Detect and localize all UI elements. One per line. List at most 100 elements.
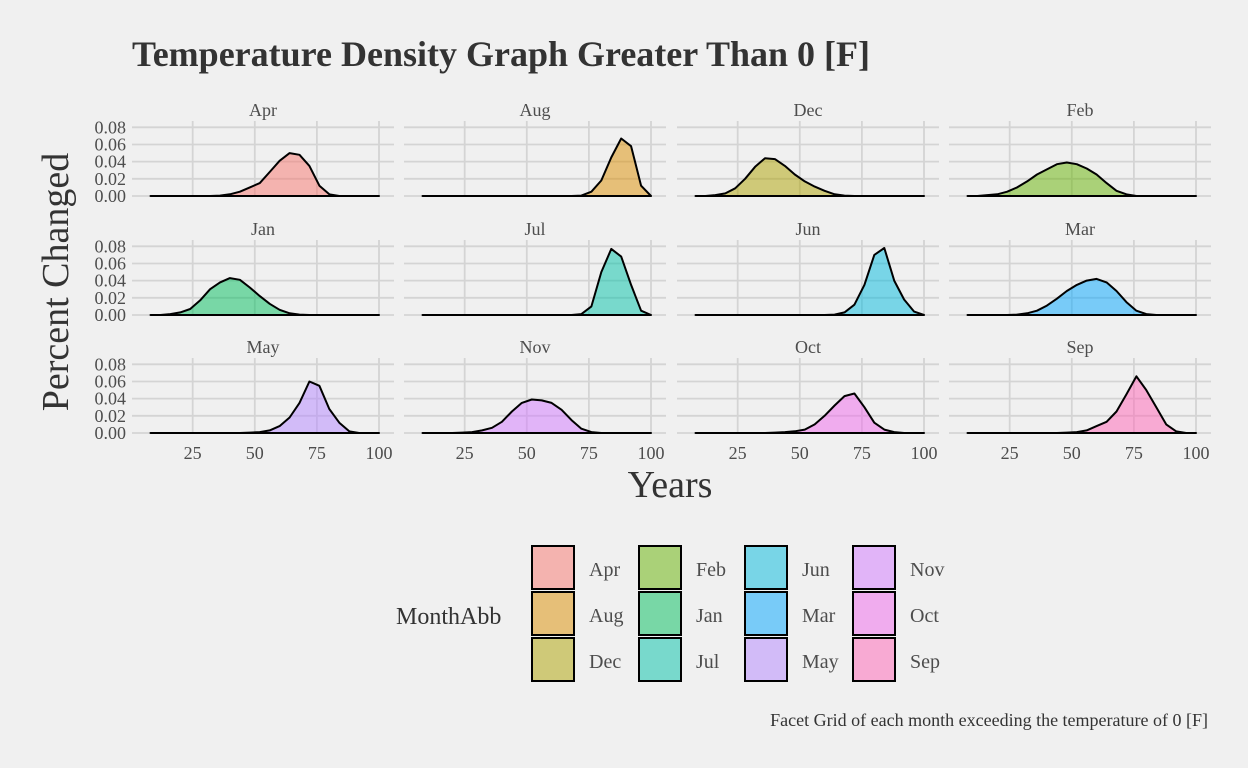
density-area-nov (421, 398, 652, 434)
y-tick-label: 0.06 (95, 134, 127, 154)
facet-panel-sep: Sep (949, 337, 1211, 434)
legend-item-aug: Aug (531, 591, 623, 636)
facet-strip-label: Jun (795, 219, 820, 239)
facet-strip-label: Nov (520, 337, 551, 357)
chart-title: Temperature Density Graph Greater Than 0… (132, 34, 870, 74)
density-area-mar (966, 277, 1197, 316)
facet-panels: Apr Aug Dec Feb Jan Jul Jun Mar May Nov Oct Sep (132, 100, 1211, 434)
legend-label: Feb (696, 559, 726, 581)
x-axis-tick-labels: 25 50 75 100 25 50 75 100 25 50 75 100 25 50 75 100 (184, 443, 1210, 463)
legend-item-nov: Nov (852, 545, 944, 590)
legend-label: Aug (589, 605, 623, 627)
legend-swatch (531, 545, 575, 590)
legend-label: Nov (910, 559, 944, 581)
density-area-dec (694, 157, 925, 197)
facet-panel-dec: Dec (677, 100, 939, 197)
legend-item-jan: Jan (638, 591, 723, 636)
facet-strip-label: Feb (1067, 100, 1094, 120)
legend-label: Apr (589, 559, 620, 581)
legend-label: Jun (802, 559, 830, 581)
y-tick-label: 0.04 (95, 389, 127, 409)
density-area-feb (966, 161, 1197, 197)
y-tick-label: 0.08 (95, 236, 127, 256)
legend-swatch (852, 545, 896, 590)
facet-panel-jul: Jul (404, 219, 666, 316)
legend-item-dec: Dec (531, 637, 621, 682)
density-area-jul (421, 247, 652, 316)
facet-panel-mar: Mar (949, 219, 1211, 316)
legend-item-feb: Feb (638, 545, 726, 590)
legend-swatch (744, 637, 788, 682)
x-tick-label: 75 (308, 443, 326, 463)
y-tick-label: 0.06 (95, 253, 127, 273)
y-axis-tick-labels: 0.000.020.040.060.080.000.020.040.060.08… (95, 117, 127, 443)
y-tick-label: 0.04 (95, 271, 127, 291)
x-tick-label: 25 (456, 443, 474, 463)
facet-strip-label: Mar (1065, 219, 1095, 239)
legend-item-oct: Oct (852, 591, 939, 636)
facet-panel-jun: Jun (677, 219, 939, 316)
x-tick-label: 100 (1183, 443, 1210, 463)
x-tick-label: 75 (1125, 443, 1143, 463)
y-tick-label: 0.08 (95, 117, 127, 137)
legend-label: May (802, 651, 839, 673)
density-area-oct (694, 392, 925, 434)
legend-item-may: May (744, 637, 839, 682)
density-area-jan (149, 277, 380, 316)
density-area-apr (149, 152, 380, 197)
facet-strip-label: Jan (251, 219, 275, 239)
legend-label: Sep (910, 651, 940, 673)
y-tick-label: 0.02 (95, 169, 127, 189)
legend: MonthAbb Apr Aug Dec Feb Jan Jul Jun Mar May Nov O… (396, 545, 944, 682)
legend-swatch (638, 637, 682, 682)
legend-label: Mar (802, 605, 836, 627)
x-axis-title: Years (628, 464, 713, 506)
legend-item-apr: Apr (531, 545, 620, 590)
legend-label: Dec (589, 651, 621, 673)
facet-strip-label: Jul (524, 219, 545, 239)
x-tick-label: 75 (853, 443, 871, 463)
x-tick-label: 25 (1001, 443, 1019, 463)
density-area-sep (966, 375, 1197, 434)
x-tick-label: 100 (911, 443, 938, 463)
y-tick-label: 0.08 (95, 354, 127, 374)
legend-item-jun: Jun (744, 545, 830, 590)
facet-strip-label: May (247, 337, 280, 357)
density-area-jun (694, 247, 925, 316)
facet-strip-label: Sep (1067, 337, 1094, 357)
y-axis-title: Percent Changed (35, 153, 77, 412)
y-tick-label: 0.00 (95, 423, 127, 443)
x-tick-label: 50 (791, 443, 809, 463)
legend-swatch (531, 591, 575, 636)
x-tick-label: 50 (246, 443, 264, 463)
density-area-may (149, 380, 380, 434)
legend-swatch (852, 637, 896, 682)
facet-panel-feb: Feb (949, 100, 1211, 197)
y-tick-label: 0.06 (95, 371, 127, 391)
facet-strip-label: Oct (795, 337, 821, 357)
facet-panel-aug: Aug (404, 100, 666, 197)
legend-label: Jan (696, 605, 723, 627)
x-tick-label: 50 (518, 443, 536, 463)
facet-strip-label: Dec (794, 100, 823, 120)
y-tick-label: 0.00 (95, 305, 127, 325)
legend-item-jul: Jul (638, 637, 720, 682)
y-tick-label: 0.04 (95, 152, 127, 172)
legend-label: Jul (696, 651, 720, 673)
density-area-aug (421, 137, 652, 197)
x-tick-label: 50 (1063, 443, 1081, 463)
x-tick-label: 25 (729, 443, 747, 463)
x-tick-label: 100 (638, 443, 665, 463)
legend-swatch (531, 637, 575, 682)
legend-title: MonthAbb (396, 604, 501, 630)
legend-item-mar: Mar (744, 591, 836, 636)
x-tick-label: 75 (580, 443, 598, 463)
y-tick-label: 0.00 (95, 186, 127, 206)
legend-swatch (638, 545, 682, 590)
facet-strip-label: Aug (520, 100, 551, 120)
facet-panel-may: May (132, 337, 394, 434)
chart-caption: Facet Grid of each month exceeding the t… (770, 710, 1208, 730)
legend-label: Oct (910, 605, 939, 627)
legend-swatch (638, 591, 682, 636)
